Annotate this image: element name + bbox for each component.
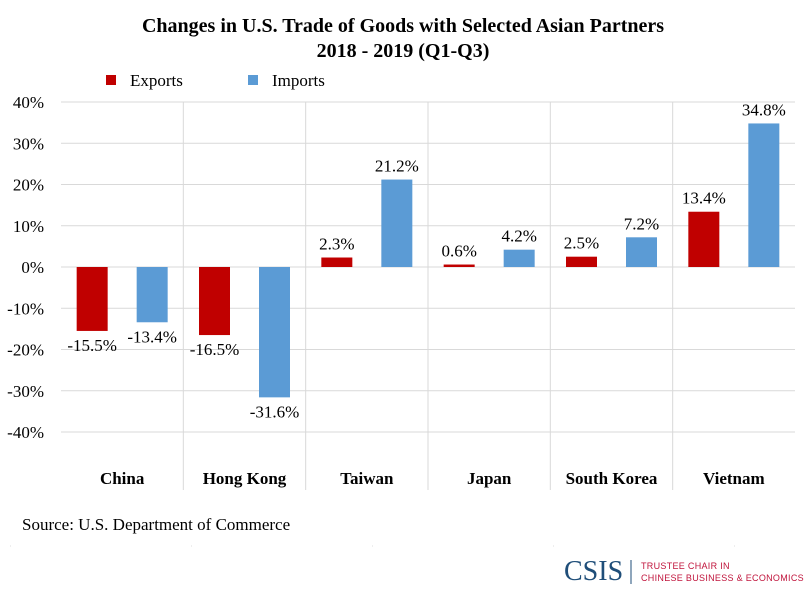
source-note: Source: U.S. Department of Commerce bbox=[22, 515, 290, 534]
bar-exports bbox=[199, 267, 230, 336]
y-axis: 40% 30% 20% 10% 0% -10% -20% -30% -40% bbox=[7, 93, 44, 442]
data-label: 21.2% bbox=[375, 157, 419, 176]
data-label: -15.5% bbox=[67, 336, 117, 355]
y-tick-label: 20% bbox=[13, 176, 44, 195]
bar-exports bbox=[76, 267, 108, 331]
data-label: 13.4% bbox=[682, 189, 726, 208]
bar-exports bbox=[321, 257, 353, 267]
y-tick-label: 30% bbox=[13, 134, 44, 153]
x-tick-label: Taiwan bbox=[340, 469, 394, 488]
data-label: 2.3% bbox=[319, 235, 354, 254]
bar-imports bbox=[503, 249, 535, 267]
data-label: -31.6% bbox=[250, 402, 300, 421]
legend: Exports Imports bbox=[106, 71, 325, 90]
legend-label: Exports bbox=[130, 71, 183, 90]
bar-imports bbox=[136, 267, 168, 323]
csis-logo: CSIS TRUSTEE CHAIR IN CHINESE BUSINESS &… bbox=[564, 556, 804, 587]
y-tick-label: -20% bbox=[7, 341, 44, 360]
legend-swatch bbox=[248, 75, 258, 85]
y-tick-label: 0% bbox=[21, 258, 44, 277]
gridlines bbox=[61, 101, 795, 490]
bar-imports bbox=[748, 123, 780, 267]
data-label: 0.6% bbox=[441, 242, 476, 261]
data-label: 7.2% bbox=[624, 214, 659, 233]
bar-exports bbox=[443, 264, 475, 267]
data-label: -16.5% bbox=[190, 340, 240, 359]
svg-text:TRUSTEE CHAIR IN: TRUSTEE CHAIR IN bbox=[641, 561, 730, 571]
bar-imports bbox=[626, 237, 657, 267]
x-tick-label: China bbox=[100, 469, 145, 488]
svg-text:CSIS: CSIS bbox=[564, 556, 623, 587]
bar-imports bbox=[381, 179, 413, 267]
data-label: 2.5% bbox=[564, 234, 599, 253]
chart-subtitle: 2018 - 2019 (Q1-Q3) bbox=[317, 40, 490, 62]
legend-swatch bbox=[106, 75, 116, 85]
bar-exports bbox=[688, 211, 720, 267]
x-axis: China Hong Kong Taiwan Japan South Korea Viet… bbox=[100, 469, 765, 488]
svg-text:CHINESE BUSINESS & ECONOMICS: CHINESE BUSINESS & ECONOMICS bbox=[641, 573, 804, 583]
y-tick-label: -10% bbox=[7, 299, 44, 318]
x-tick-label: Vietnam bbox=[703, 469, 765, 488]
x-tick-label: Hong Kong bbox=[203, 469, 287, 488]
y-tick-label: 40% bbox=[13, 93, 44, 112]
data-label: 34.8% bbox=[742, 100, 786, 119]
data-label: 4.2% bbox=[501, 227, 536, 246]
bar-imports bbox=[259, 267, 290, 398]
bars: -15.5% -16.5% 2.3% 0.6% 2.5% 13.4% -13.4% -31.6… bbox=[67, 100, 785, 421]
chart-title: Changes in U.S. Trade of Goods with Sele… bbox=[142, 15, 664, 37]
legend-label: Imports bbox=[272, 71, 325, 90]
y-tick-label: -30% bbox=[7, 382, 44, 401]
y-tick-label: 10% bbox=[13, 217, 44, 236]
bar-exports bbox=[566, 256, 597, 267]
x-tick-label: Japan bbox=[467, 469, 512, 488]
data-label: -13.4% bbox=[127, 327, 177, 346]
x-tick-label: South Korea bbox=[566, 469, 658, 488]
y-tick-label: -40% bbox=[7, 423, 44, 442]
